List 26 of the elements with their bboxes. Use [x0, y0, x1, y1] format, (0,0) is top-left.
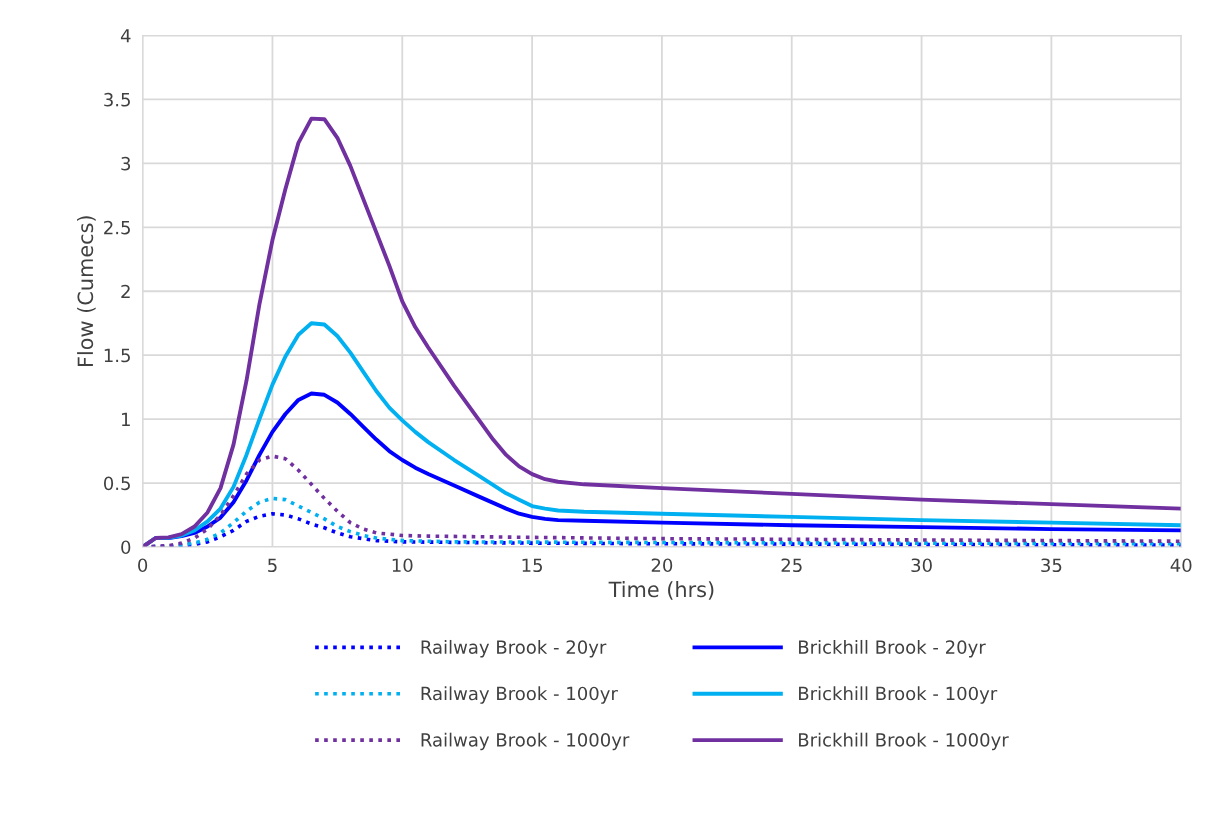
legend-label: Brickhill Brook - 1000yr	[799, 732, 1009, 751]
y-axis-title: Flow (Cumecs)	[77, 216, 96, 366]
x-tick-label: 15	[522, 558, 542, 573]
legend-label: Railway Brook - 1000yr	[421, 732, 630, 751]
legend-label: Brickhill Brook - 20yr	[799, 639, 986, 658]
x-tick-label: 10	[392, 558, 413, 573]
x-tick-label: 40	[1170, 558, 1192, 573]
x-tick-label: 20	[651, 558, 673, 573]
x-tick-label: 30	[911, 558, 932, 573]
legend-label: Railway Brook - 100yr	[421, 686, 618, 704]
x-tick-label: 25	[781, 558, 802, 573]
x-axis-title: Time (hrs)	[608, 581, 714, 600]
y-tick-label: 1	[122, 412, 130, 426]
y-tick-label: 3	[121, 156, 131, 171]
y-tick-label: 2.5	[104, 220, 130, 235]
y-tick-label: 3.5	[104, 92, 130, 107]
x-tick-label: 5	[268, 558, 277, 573]
y-tick-label: 0.5	[103, 476, 130, 491]
x-tick-label: 0	[138, 558, 148, 573]
y-tick-label: 0	[121, 540, 131, 555]
x-tick-label: 35	[1041, 558, 1062, 573]
legend-label: Railway Brook - 20yr	[421, 639, 607, 658]
legend-label: Brickhill Brook - 100yr	[799, 686, 998, 704]
y-tick-label: 2	[121, 284, 130, 299]
y-tick-label: 4	[120, 29, 131, 43]
y-tick-label: 1.5	[104, 348, 130, 363]
